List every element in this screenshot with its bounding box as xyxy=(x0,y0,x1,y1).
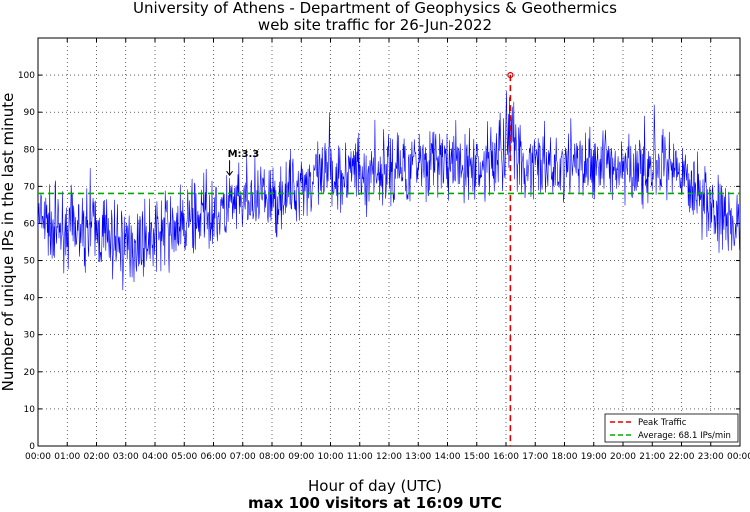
x-axis-subtitle: max 100 visitors at 16:09 UTC xyxy=(247,494,503,512)
y-tick-label: 80 xyxy=(24,145,36,155)
x-tick-label: 10:00 xyxy=(318,452,344,462)
y-tick-label: 30 xyxy=(24,331,36,341)
x-tick-label: 13:00 xyxy=(405,452,431,462)
x-tick-label: 08:00 xyxy=(259,452,285,462)
x-tick-label: 15:00 xyxy=(464,452,490,462)
x-tick-label: 20:00 xyxy=(610,452,636,462)
x-tick-label: 01:00 xyxy=(54,452,80,462)
x-tick-label: 11:00 xyxy=(347,452,373,462)
grid-lines xyxy=(37,38,741,447)
annotation-arrow-head xyxy=(226,170,233,177)
x-tick-label: 09:00 xyxy=(288,452,314,462)
x-tick-label: 21:00 xyxy=(639,452,665,462)
x-axis-label: Hour of day (UTC) xyxy=(308,477,442,495)
legend-box xyxy=(604,413,739,443)
y-tick-label: 50 xyxy=(24,257,36,267)
y-tick-label: 70 xyxy=(24,182,36,192)
x-tick-label: 00:00 xyxy=(25,452,51,462)
y-axis-label: Number of unique IPs in the last minute xyxy=(0,93,17,392)
x-tick-label: 23:00 xyxy=(698,452,724,462)
y-tick-label: 40 xyxy=(24,294,36,304)
x-tick-label: 12:00 xyxy=(376,452,402,462)
legend-average-label: Average: 68.1 IPs/min xyxy=(638,431,731,441)
y-tick-label: 90 xyxy=(24,108,36,118)
x-tick-label: 19:00 xyxy=(581,452,607,462)
traffic-series-line xyxy=(37,91,741,291)
x-tick-label: 00:00 xyxy=(727,452,750,462)
y-tick-label: 20 xyxy=(24,368,36,378)
x-tick-label: 17:00 xyxy=(522,452,548,462)
x-tick-label: 03:00 xyxy=(113,452,139,462)
x-tick-label: 14:00 xyxy=(435,452,461,462)
x-tick-label: 07:00 xyxy=(230,452,256,462)
x-tick-label: 16:00 xyxy=(493,452,519,462)
legend: Peak Traffic Average: 68.1 IPs/min xyxy=(604,413,739,443)
legend-peak-label: Peak Traffic xyxy=(638,418,687,428)
x-tick-label: 05:00 xyxy=(171,452,197,462)
x-tick-label: 18:00 xyxy=(552,452,578,462)
y-tick-label: 10 xyxy=(24,405,36,415)
x-tick-label: 02:00 xyxy=(84,452,110,462)
earthquake-annotation-label: M:3.3 xyxy=(228,149,260,160)
y-tick-label: 60 xyxy=(24,219,36,229)
chart-title: University of Athens - Department of Geo… xyxy=(133,0,617,17)
x-tick-label: 04:00 xyxy=(142,452,168,462)
chart-subtitle: web site traffic for 26-Jun-2022 xyxy=(257,16,493,34)
y-tick-label: 0 xyxy=(29,442,35,452)
peak-marker xyxy=(507,71,514,79)
x-tick-label: 22:00 xyxy=(669,452,695,462)
x-tick-label: 06:00 xyxy=(201,452,227,462)
y-tick-label: 100 xyxy=(18,71,35,81)
